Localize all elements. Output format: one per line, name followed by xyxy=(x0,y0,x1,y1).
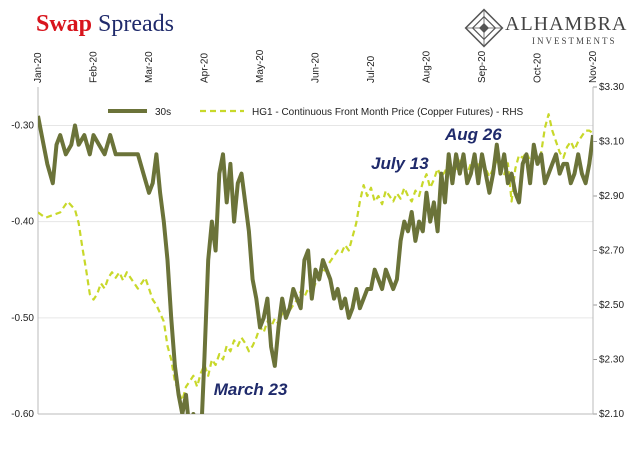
logo-name: ALHAMBRA xyxy=(505,13,628,35)
x-tick-label: Jan-20 xyxy=(33,52,44,83)
annotation-label: March 23 xyxy=(214,380,288,399)
legend-30s-label: 30s xyxy=(155,107,171,118)
legend-copper-label: HG1 - Continuous Front Month Price (Copp… xyxy=(252,107,524,118)
logo-subtitle: INVESTMENTS xyxy=(532,36,617,46)
y-right-tick-label: $2.90 xyxy=(599,191,624,202)
y-right-tick-label: $2.10 xyxy=(599,409,624,420)
y-right-tick-label: $2.50 xyxy=(599,300,624,311)
x-tick-label: Apr-20 xyxy=(200,53,211,83)
annotation-label: Aug 26 xyxy=(444,125,502,144)
x-tick-label: Oct-20 xyxy=(533,53,544,83)
alhambra-logo-icon xyxy=(464,8,504,48)
y-right-tick-label: $3.10 xyxy=(599,137,624,148)
series-30s-line xyxy=(38,115,593,414)
x-tick-label: Jun-20 xyxy=(311,52,322,83)
x-tick-label: Nov-20 xyxy=(588,50,599,83)
annotation-label: July 13 xyxy=(371,154,429,173)
x-tick-label: Aug-20 xyxy=(422,50,433,83)
y-left-tick-label: -0.30 xyxy=(11,120,34,131)
x-tick-label: Feb-20 xyxy=(89,51,100,83)
x-tick-label: Sep-20 xyxy=(477,50,488,83)
x-tick-label: Mar-20 xyxy=(144,51,155,83)
chart-title: Swap Spreads xyxy=(36,10,174,38)
series-copper-line xyxy=(38,113,593,402)
y-right-tick-label: $2.30 xyxy=(599,355,624,366)
y-right-tick-label: $3.30 xyxy=(599,82,624,93)
y-left-tick-label: -0.60 xyxy=(11,409,34,420)
x-tick-label: May-20 xyxy=(255,49,266,83)
swap-spreads-chart: -0.30 -0.40 -0.50 -0.60 $3.30 $3.10 $2.90 $2.70… xyxy=(11,49,624,420)
x-tick-label: Jul-20 xyxy=(366,55,377,83)
y-left-tick-label: -0.50 xyxy=(11,313,34,324)
title-swap: Swap xyxy=(36,11,93,37)
y-left-tick-label: -0.40 xyxy=(11,217,34,228)
title-spreads: Spreads xyxy=(98,11,175,37)
y-right-tick-label: $2.70 xyxy=(599,246,624,257)
